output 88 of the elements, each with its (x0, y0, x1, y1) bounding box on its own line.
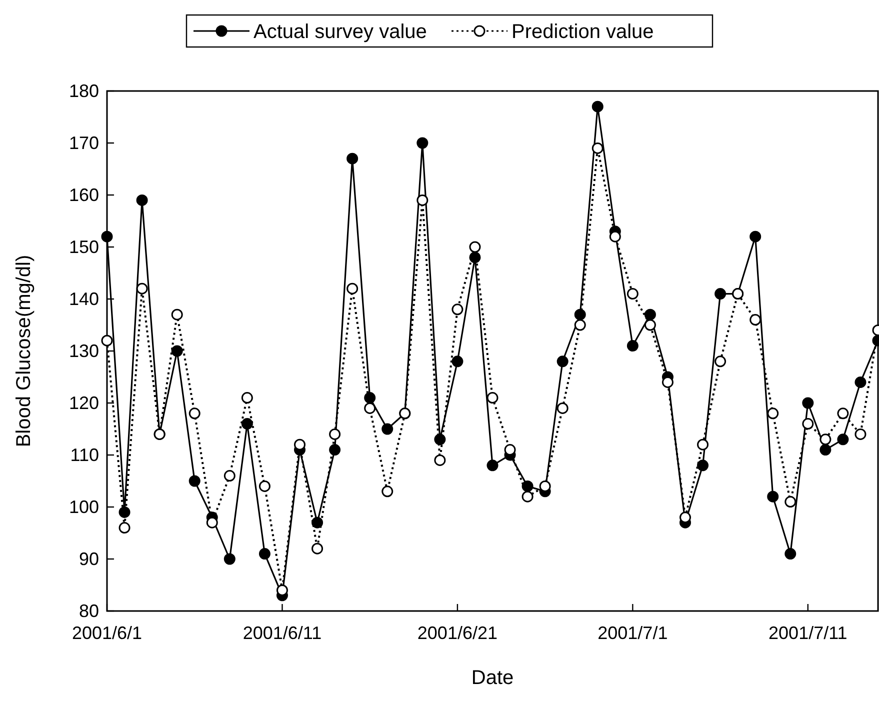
x-tick-label: 2001/7/1 (598, 623, 668, 643)
point (802, 397, 814, 409)
point (556, 402, 568, 414)
point (714, 356, 726, 368)
point (364, 402, 376, 414)
point (171, 308, 183, 320)
point (171, 345, 183, 357)
point (837, 408, 849, 420)
y-tick-label: 80 (78, 601, 99, 621)
point (346, 282, 358, 294)
point (416, 194, 428, 206)
point (329, 444, 341, 456)
y-tick-label: 140 (68, 289, 99, 309)
point (784, 548, 796, 560)
y-tick-label: 160 (68, 185, 99, 205)
point (364, 392, 376, 404)
point (136, 194, 148, 206)
point (382, 423, 394, 435)
point (697, 460, 709, 472)
point (206, 516, 218, 528)
point (312, 542, 324, 554)
x-axis-title: Date (471, 667, 514, 689)
point (241, 392, 253, 404)
point (784, 496, 796, 508)
y-tick-label: 180 (68, 81, 99, 101)
point (539, 480, 551, 492)
y-tick-label: 110 (70, 445, 99, 465)
point (626, 288, 638, 300)
point (469, 241, 481, 253)
point (854, 376, 866, 388)
y-tick-label: 90 (78, 549, 99, 569)
point (574, 308, 586, 320)
legend-label: Actual survey value (254, 21, 427, 43)
point (522, 490, 534, 502)
point (837, 434, 849, 446)
point (767, 490, 779, 502)
point (644, 319, 656, 331)
point (452, 304, 464, 316)
y-tick-label: 130 (68, 341, 99, 361)
point (626, 340, 638, 352)
point (750, 230, 762, 242)
x-tick-label: 2001/6/21 (417, 623, 498, 643)
point (820, 444, 832, 456)
point (556, 356, 568, 368)
point (592, 142, 604, 154)
point (434, 454, 446, 466)
y-axis-title: Blood Glucose(mg/dl) (13, 254, 35, 448)
point (258, 548, 270, 560)
point (101, 230, 113, 242)
point (486, 392, 498, 404)
y-tick-label: 170 (68, 133, 99, 153)
point (680, 512, 691, 524)
point (714, 288, 726, 300)
point (329, 428, 341, 440)
point (188, 408, 200, 420)
point (118, 522, 130, 534)
point (750, 314, 762, 326)
point (802, 418, 814, 430)
y-tick-label: 150 (68, 237, 99, 257)
point (101, 334, 113, 346)
point (609, 230, 621, 242)
x-tick-label: 2001/7/11 (768, 623, 848, 643)
point (416, 137, 428, 149)
point (574, 319, 586, 331)
point (820, 434, 832, 446)
point (136, 282, 148, 294)
point (592, 100, 604, 112)
point (241, 418, 253, 430)
point (854, 428, 866, 440)
legend-label: Prediction value (512, 21, 654, 43)
point (294, 438, 306, 450)
x-tick-label: 2001/6/1 (72, 623, 142, 643)
point (486, 460, 498, 472)
y-tick-label: 100 (68, 497, 99, 517)
point (452, 356, 464, 368)
point (188, 475, 200, 487)
point (644, 308, 656, 320)
point (224, 470, 236, 482)
x-tick-label: 2001/6/11 (242, 623, 322, 643)
point (258, 480, 270, 492)
point (522, 480, 534, 492)
point (382, 486, 394, 498)
point (346, 152, 358, 164)
point (697, 438, 709, 450)
point (276, 584, 288, 596)
point (224, 553, 236, 565)
y-tick-label: 120 (68, 393, 99, 413)
point (767, 408, 779, 420)
